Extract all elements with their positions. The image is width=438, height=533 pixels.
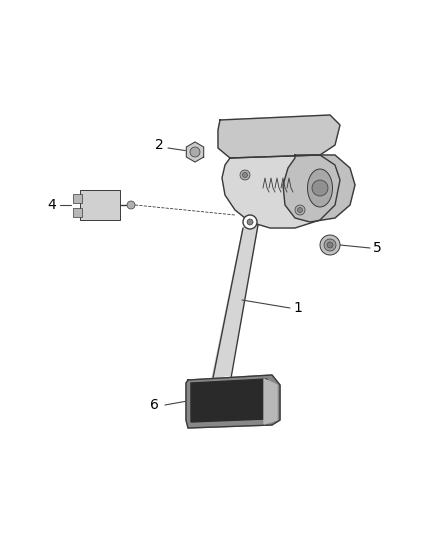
- Circle shape: [295, 205, 305, 215]
- Polygon shape: [218, 115, 340, 158]
- Text: 4: 4: [47, 198, 56, 212]
- Text: 5: 5: [373, 241, 382, 255]
- Polygon shape: [212, 225, 258, 378]
- Polygon shape: [191, 379, 267, 422]
- Ellipse shape: [307, 169, 332, 207]
- FancyBboxPatch shape: [73, 193, 81, 203]
- Circle shape: [190, 147, 200, 157]
- Polygon shape: [264, 379, 277, 424]
- Circle shape: [320, 235, 340, 255]
- Polygon shape: [222, 155, 340, 228]
- Polygon shape: [283, 155, 355, 222]
- Polygon shape: [186, 142, 204, 162]
- Circle shape: [324, 239, 336, 251]
- Circle shape: [247, 219, 253, 225]
- Circle shape: [240, 170, 250, 180]
- Circle shape: [243, 215, 257, 229]
- Text: 2: 2: [155, 138, 164, 152]
- FancyBboxPatch shape: [80, 190, 120, 220]
- Circle shape: [312, 180, 328, 196]
- Circle shape: [127, 201, 135, 209]
- Text: 6: 6: [150, 398, 159, 412]
- Circle shape: [243, 173, 247, 177]
- FancyBboxPatch shape: [73, 207, 81, 216]
- Circle shape: [297, 207, 303, 213]
- Polygon shape: [186, 375, 280, 428]
- Circle shape: [327, 242, 333, 248]
- Text: 1: 1: [293, 301, 302, 315]
